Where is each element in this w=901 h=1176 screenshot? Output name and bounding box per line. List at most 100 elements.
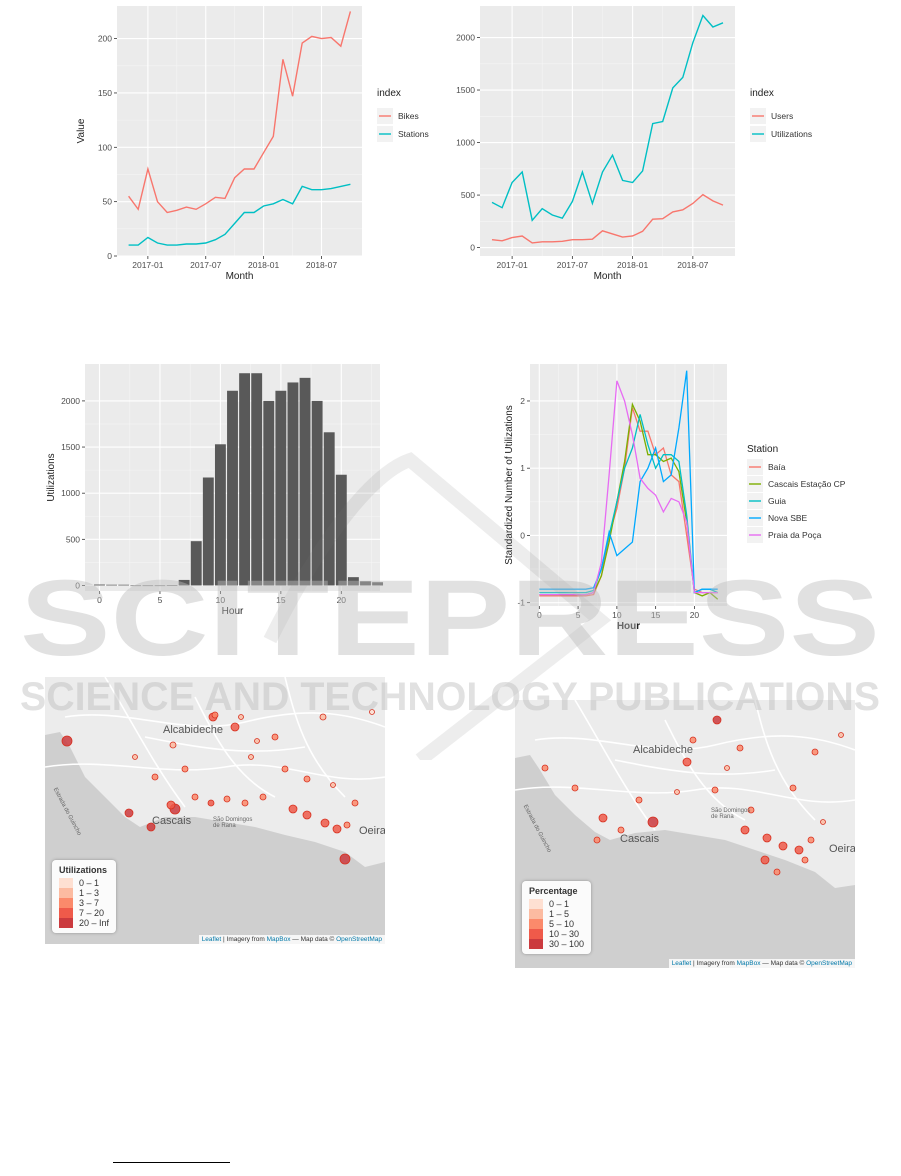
- legend-label: 1 – 3: [79, 888, 100, 898]
- station-marker: [281, 765, 289, 773]
- series-line: [539, 380, 718, 596]
- bar-hour-22: [360, 581, 371, 586]
- legend-swatch: [59, 918, 73, 928]
- x-tick-label: 2017-07: [190, 260, 221, 270]
- chart-hourly-utilizations: 0 500 1000 1500 2000 0 5 10 15 20 Hour Utilizations: [46, 364, 384, 617]
- x-tick-label: 10: [216, 595, 226, 605]
- map-label-sao-domingos: São Domingos de Rana: [711, 808, 751, 820]
- bar-hour-23: [372, 582, 384, 586]
- station-marker: [320, 818, 330, 828]
- station-marker: [332, 824, 342, 834]
- legend-label: 30 – 100: [549, 939, 585, 949]
- station-marker: [762, 833, 772, 843]
- station-marker: [211, 711, 219, 719]
- legend-label: Cascais Estação CP: [768, 479, 846, 489]
- x-tick-label: 15: [276, 595, 286, 605]
- x-axis-label: Month: [226, 271, 254, 282]
- legend-label: Guia: [768, 496, 786, 506]
- station-marker: [254, 738, 260, 744]
- station-marker: [801, 856, 809, 864]
- road: [45, 763, 385, 780]
- map-label-cascais: Cascais: [620, 833, 660, 845]
- x-tick-label: 10: [612, 610, 622, 620]
- road: [104, 677, 186, 808]
- bar-hour-18: [311, 400, 323, 586]
- station-marker: [598, 813, 608, 823]
- attribution-mapdata: — Map data ©: [290, 936, 337, 943]
- legend-label: 20 – Inf: [79, 918, 110, 928]
- y-axis-label: Value: [76, 118, 87, 143]
- map-label-alcabideche: Alcabideche: [163, 724, 223, 736]
- legend-item: 7 – 20: [59, 908, 109, 918]
- x-tick-label: 0: [97, 595, 102, 605]
- y-tick-label: 2000: [456, 33, 475, 43]
- station-marker: [303, 775, 311, 783]
- x-tick-label: 2017-01: [497, 260, 528, 270]
- y-tick-label: 2000: [61, 396, 80, 406]
- bar-hour-16: [287, 382, 299, 586]
- leaflet-link[interactable]: Leaflet: [201, 936, 222, 943]
- legend-title: Station: [747, 444, 778, 455]
- y-tick-label: 2: [520, 396, 525, 406]
- legend-swatch: [59, 888, 73, 898]
- station-marker: [747, 806, 755, 814]
- y-tick-label: 100: [98, 142, 112, 152]
- station-marker: [807, 836, 815, 844]
- legend-label: Stations: [398, 129, 429, 139]
- station-marker: [369, 709, 375, 715]
- y-tick-label: 1000: [61, 488, 80, 498]
- road: [754, 700, 816, 821]
- map-percentage[interactable]: Alcabideche Cascais Oeira São Domingos d…: [515, 700, 855, 968]
- mapbox-link[interactable]: MapBox: [266, 936, 291, 943]
- x-tick-label: 15: [651, 610, 661, 620]
- legend-label: Bikes: [398, 111, 419, 121]
- osm-link[interactable]: OpenStreetMap: [806, 960, 852, 967]
- station-marker: [712, 715, 722, 725]
- series-line-utilizations: [491, 14, 724, 222]
- station-marker: [271, 733, 279, 741]
- station-marker: [241, 799, 249, 807]
- legend-swatch: [529, 899, 543, 909]
- y-tick-label: 0: [470, 243, 475, 253]
- y-tick-label: 150: [98, 88, 112, 98]
- osm-link[interactable]: OpenStreetMap: [336, 936, 382, 943]
- station-marker: [541, 764, 549, 772]
- legend-label: 5 – 10: [549, 919, 575, 929]
- chart-bikes-stations: 0 50 100 150 200 2017-01 2017-07 2018-01 2018-07…: [76, 6, 429, 282]
- x-tick-label: 20: [337, 595, 347, 605]
- station-marker: [736, 744, 744, 752]
- plot-panel: [530, 364, 727, 606]
- station-marker: [593, 836, 601, 844]
- station-marker: [191, 793, 199, 801]
- legend-label: 10 – 30: [549, 929, 580, 939]
- legend-label: 7 – 20: [79, 908, 105, 918]
- series-line-users: [491, 193, 724, 244]
- mapbox-link[interactable]: MapBox: [736, 960, 761, 967]
- map-label-oeiras: Oeira: [359, 825, 385, 837]
- station-marker: [146, 822, 156, 832]
- attribution-mapdata: — Map data ©: [760, 960, 807, 967]
- map-label-oeiras: Oeira: [829, 843, 855, 855]
- bar-hour-15: [275, 390, 287, 586]
- leaflet-link[interactable]: Leaflet: [671, 960, 692, 967]
- station-marker: [351, 799, 359, 807]
- station-marker: [169, 741, 177, 749]
- station-marker: [674, 789, 680, 795]
- map-legend: Percentage 0 – 1 1 – 5 5 – 10 10 – 30 30…: [522, 881, 592, 954]
- y-axis-label: Standardized Number of Utilizations: [504, 405, 515, 565]
- y-tick-label: 0: [107, 251, 112, 261]
- legend-title: index: [377, 88, 401, 99]
- map-utilizations[interactable]: Alcabideche Cascais Oeira São Domingos d…: [45, 677, 385, 944]
- bar-hour-0: [94, 584, 105, 586]
- legend-item: 10 – 30: [529, 929, 584, 939]
- y-axis-label: Utilizations: [46, 453, 57, 501]
- x-tick-label: 2018-01: [617, 260, 648, 270]
- legend-label: Utilizations: [771, 129, 812, 139]
- y-tick-label: 0: [520, 530, 525, 540]
- bar-hour-10: [214, 444, 226, 586]
- x-axis-label: Hour: [222, 606, 244, 617]
- station-marker: [571, 784, 579, 792]
- y-tick-label: 1500: [61, 442, 80, 452]
- bar-hour-5: [154, 585, 166, 587]
